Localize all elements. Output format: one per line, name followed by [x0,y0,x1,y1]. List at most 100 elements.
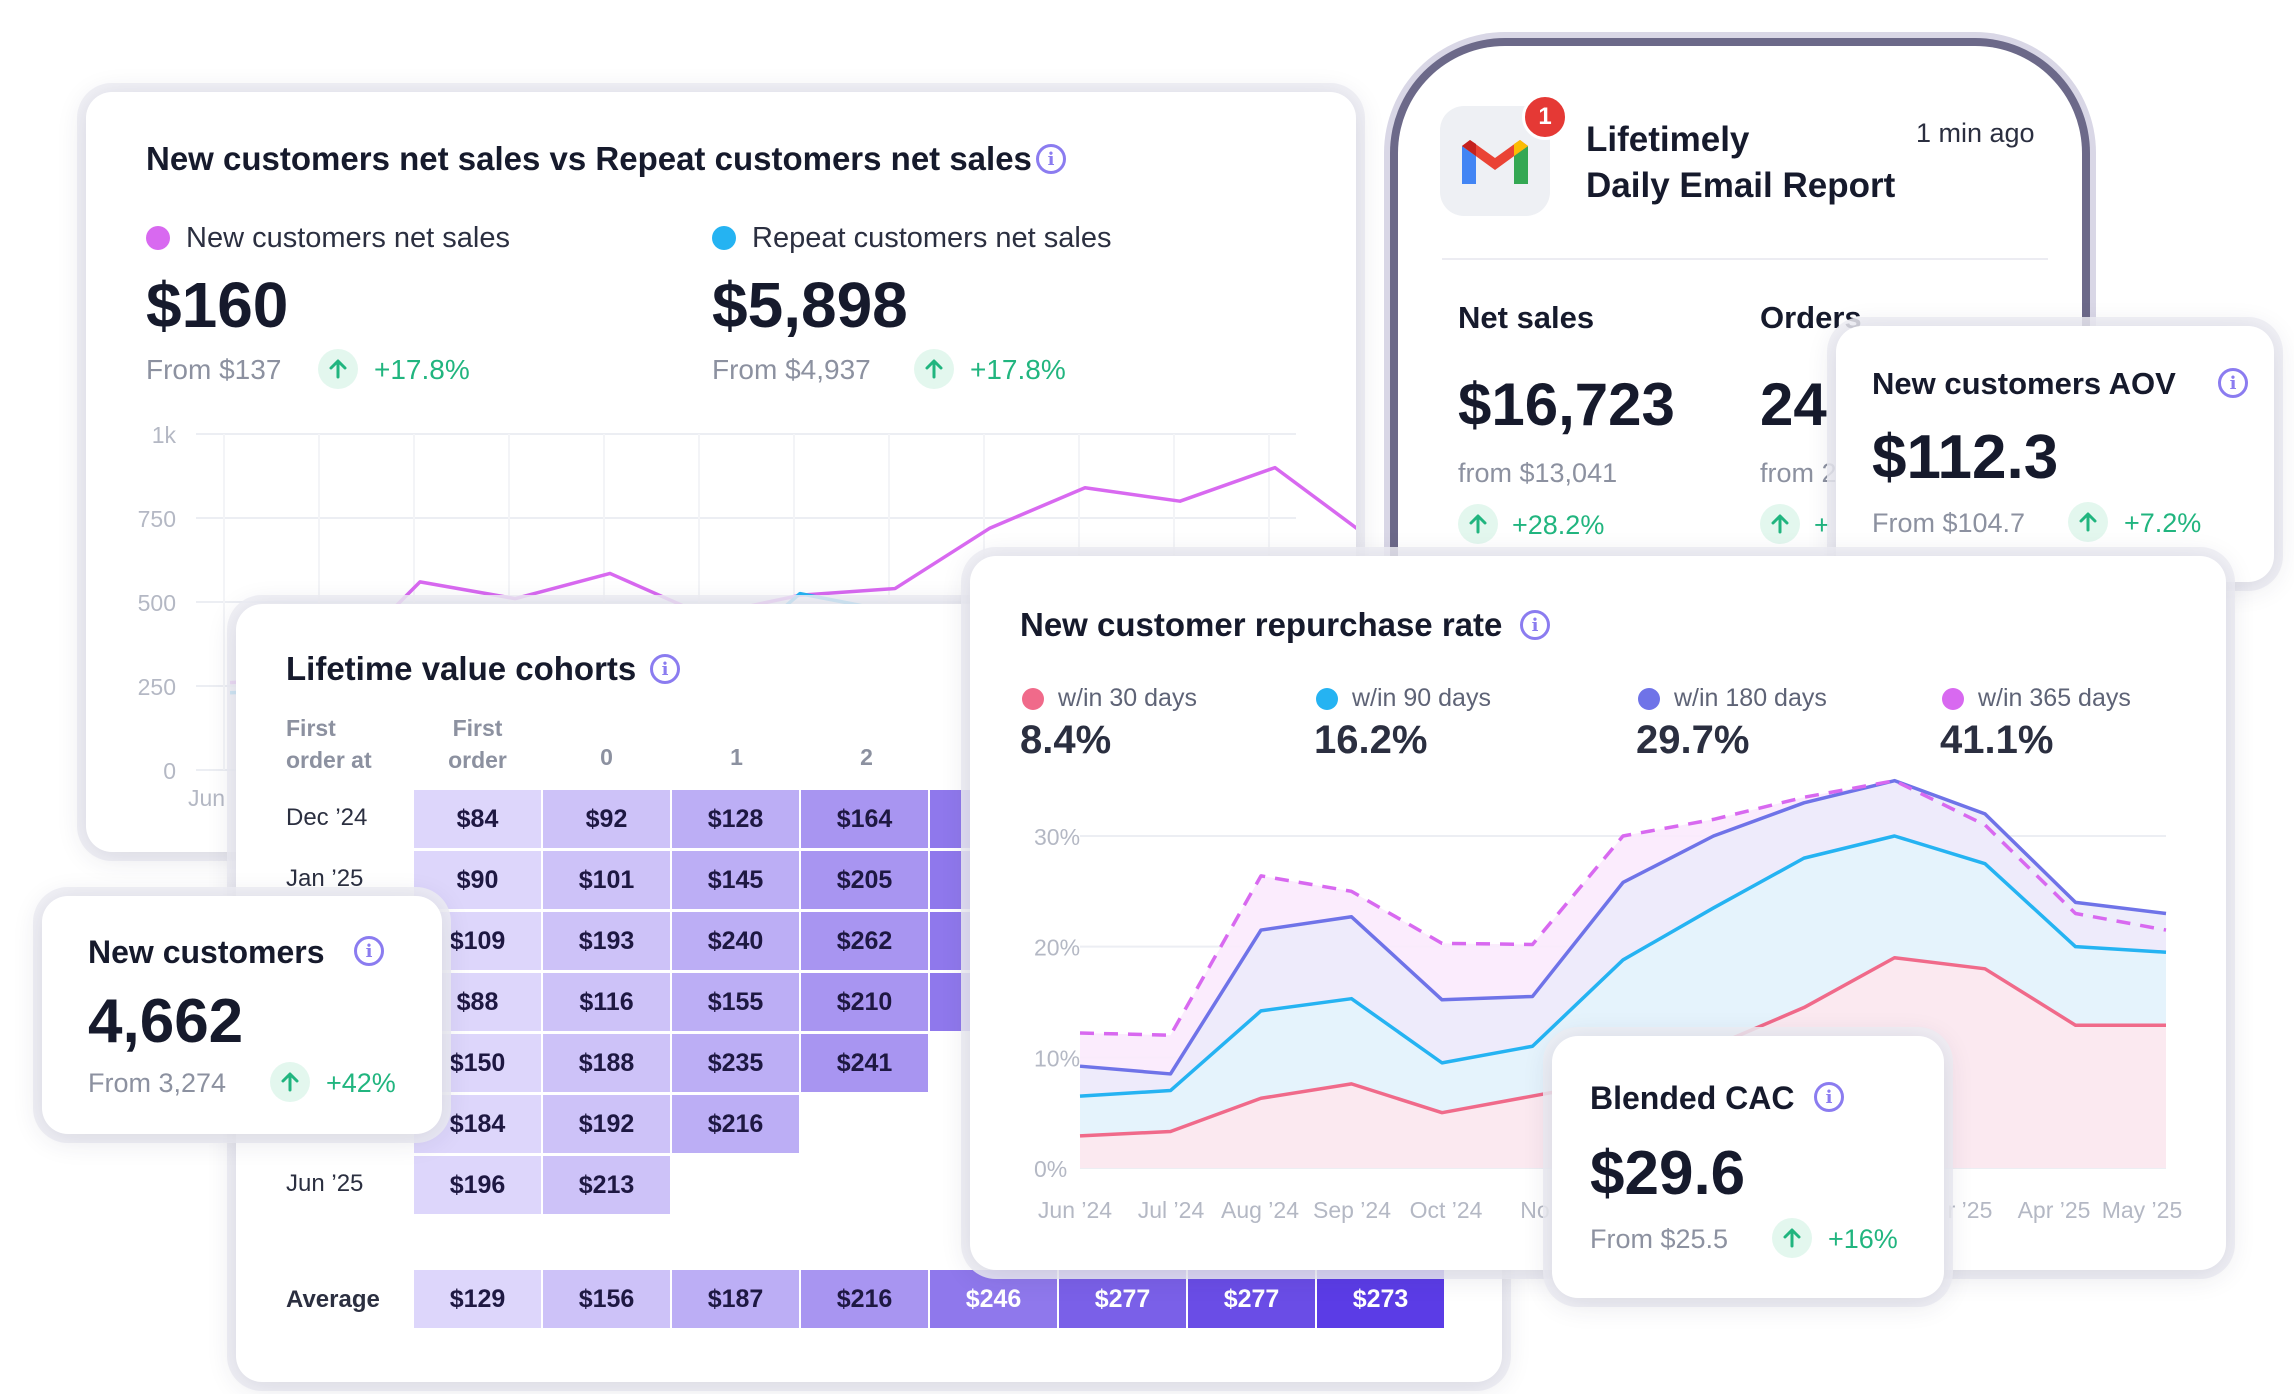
cohort-cell[interactable]: $196 [414,1156,541,1214]
average-cell[interactable]: $273 [1317,1270,1444,1328]
cohort-cell[interactable]: $90 [414,851,541,909]
email-sender: Lifetimely [1586,120,1750,159]
gmail-icon [1440,106,1550,216]
metric-from-repeat: From $4,937 [712,354,871,385]
x-tick-label: Aug ’24 [1221,1197,1299,1223]
legend-dot-365 [1942,688,1964,710]
legend-label-180: w/in 180 days [1674,684,1827,712]
divider [1442,258,2048,260]
y-tick-label: 10% [1034,1045,1080,1071]
card-title: New customers [88,934,325,970]
legend-label-90: w/in 90 days [1352,684,1491,712]
legend-label-365: w/in 365 days [1978,684,2131,712]
metric-from-new: From $137 [146,354,282,385]
cohort-cell[interactable]: $240 [672,912,799,970]
x-tick-label: No [1520,1197,1549,1223]
info-icon[interactable]: i [1814,1082,1844,1112]
metric-value-new: $160 [146,269,289,341]
cohort-cell[interactable]: $192 [543,1095,670,1153]
new-customers-change: +42% [326,1068,396,1098]
col-head-month-2: 2 [860,744,873,770]
legend-value-180: 29.7% [1636,718,1750,762]
col-head-month-0: 0 [600,744,613,770]
cohort-cell[interactable]: $210 [801,973,928,1031]
legend-label-repeat: Repeat customers net sales [752,222,1112,254]
new-customers-value: 4,662 [88,987,244,1056]
cohort-cell[interactable]: $262 [801,912,928,970]
orders-from: from 2 [1760,458,1837,488]
x-tick-label: r ’25 [1948,1197,1993,1223]
cohort-cell[interactable]: $164 [801,790,928,848]
series-line-new [229,465,1356,685]
y-tick-label: 1k [152,422,177,448]
cohort-cell[interactable]: $188 [543,1034,670,1092]
orders-label: Orders [1760,300,1862,335]
card-title: New customers net sales vs Repeat custom… [146,140,1032,177]
info-icon[interactable]: i [2218,368,2248,398]
cohort-cell[interactable]: $145 [672,851,799,909]
card-title: New customers AOV [1872,366,2176,401]
cac-value: $29.6 [1590,1139,1746,1208]
net-sales-change: +28.2% [1512,510,1605,540]
cac-change: +16% [1828,1224,1898,1254]
legend-dot-180 [1638,688,1660,710]
average-cell[interactable]: $277 [1188,1270,1315,1328]
net-sales-from: from $13,041 [1458,458,1618,488]
arrow-up-icon [2068,502,2108,542]
arrow-up-icon [1458,504,1498,544]
cohort-cell[interactable]: $235 [672,1034,799,1092]
cohort-cell[interactable]: $116 [543,973,670,1031]
average-cell[interactable]: $277 [1059,1270,1186,1328]
legend-dot-90 [1316,688,1338,710]
cac-from: From $25.5 [1590,1224,1729,1254]
cohort-cell[interactable]: $213 [543,1156,670,1214]
average-cell[interactable]: $129 [414,1270,541,1328]
info-icon[interactable]: i [1520,610,1550,640]
average-cell[interactable]: $156 [543,1270,670,1328]
arrow-up-icon [914,349,954,389]
arrow-up-icon [270,1062,310,1102]
cohort-cell[interactable]: $241 [801,1034,928,1092]
x-tick-label: May ’25 [2102,1197,2183,1223]
info-icon[interactable]: i [650,654,680,684]
cohort-cell[interactable]: $216 [672,1095,799,1153]
cohort-cell[interactable]: $84 [414,790,541,848]
average-cell[interactable]: $216 [801,1270,928,1328]
aov-value: $112.3 [1872,423,2059,492]
cohort-cell[interactable]: $205 [801,851,928,909]
y-tick-label: 250 [138,674,176,700]
cohort-cell[interactable]: $101 [543,851,670,909]
net-sales-value: $16,723 [1458,371,1675,438]
y-tick-label: 0% [1034,1156,1067,1182]
series-line-w-in-365-days [1079,778,2167,1037]
notification-badge: 1 [1522,94,1568,140]
card-title: Lifetime value cohorts [286,650,637,687]
x-tick-label: Apr ’25 [2018,1197,2091,1223]
y-tick-label: 20% [1034,935,1080,961]
x-tick-label: Jun ’24 [1038,1197,1112,1223]
average-cell[interactable]: $246 [930,1270,1057,1328]
legend-dot-new [146,226,170,250]
orders-change: + [1814,510,1830,540]
cohort-cell[interactable]: $128 [672,790,799,848]
y-tick-label: 750 [138,506,176,532]
cohort-cell[interactable]: $92 [543,790,670,848]
orders-value: 24 [1760,371,1827,438]
info-icon[interactable]: i [1036,144,1066,174]
cohort-cell[interactable]: $155 [672,973,799,1031]
cohort-row-label: Dec ’24 [286,804,368,831]
blended-cac-card: Blended CAC i $29.6 From $25.5 +16% [1552,1036,1944,1298]
email-time: 1 min ago [1916,118,2035,148]
cohort-cell[interactable]: $184 [414,1095,541,1153]
legend-value-365: 41.1% [1940,718,2054,762]
info-icon[interactable]: i [354,936,384,966]
aov-from: From $104.7 [1872,508,2026,538]
card-title: New customer repurchase rate [1020,606,1503,643]
legend-dot-30 [1022,688,1044,710]
average-cell[interactable]: $187 [672,1270,799,1328]
cohort-row-label: Jun ’25 [286,1170,364,1197]
phone-email-notification: 1 Lifetimely Daily Email Report 1 min ag… [1390,38,2090,598]
arrow-up-icon [318,349,358,389]
cohort-cell[interactable]: $193 [543,912,670,970]
legend-label-new: New customers net sales [186,222,510,254]
